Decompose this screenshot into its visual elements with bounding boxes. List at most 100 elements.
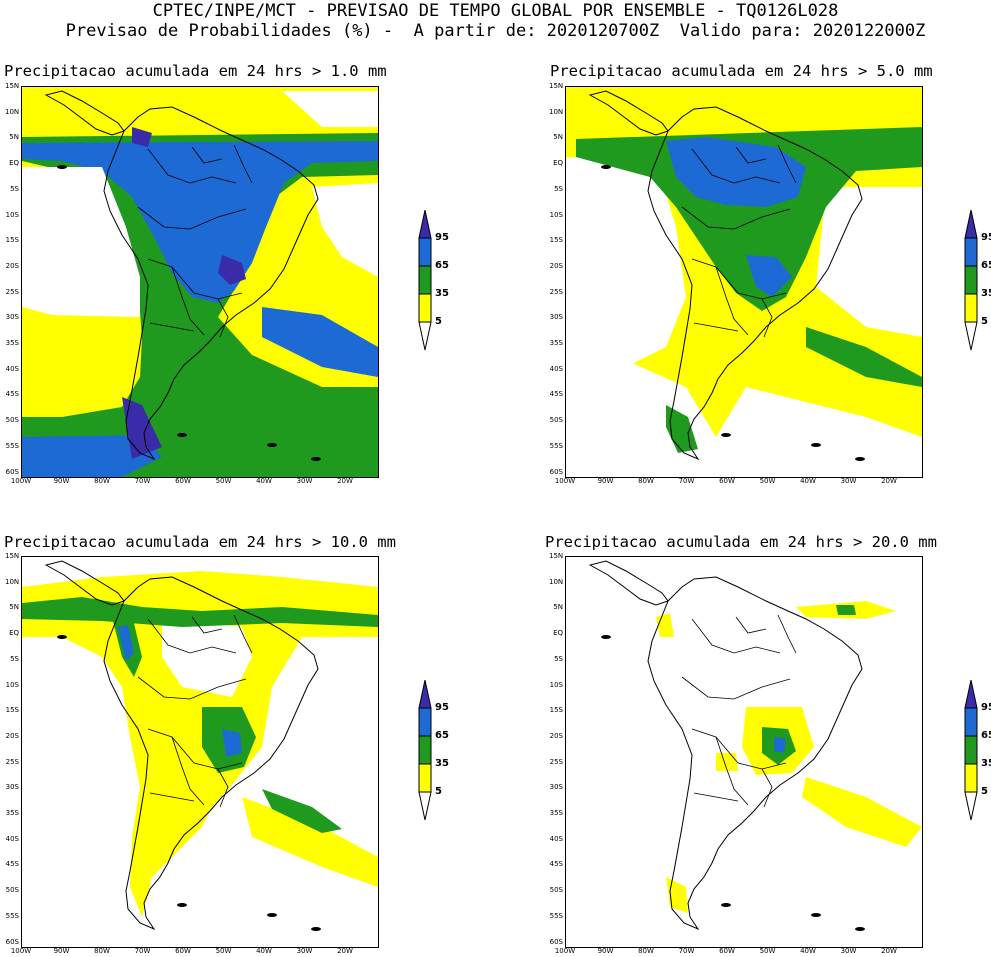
panel-4-probability-field <box>588 560 922 931</box>
latitude-label: 5N <box>553 133 563 142</box>
island <box>855 927 865 931</box>
longitude-label: 60W <box>175 947 191 955</box>
latitude-label: 5S <box>10 184 19 193</box>
latitude-label: 25S <box>5 287 19 296</box>
probability-area-4 <box>716 387 922 477</box>
probability-area-2 <box>566 157 686 367</box>
latitude-label: 35S <box>5 339 19 347</box>
latitude-label: 45S <box>5 390 19 399</box>
country-border <box>147 258 243 300</box>
country-border <box>191 146 223 164</box>
longitude-label: 50W <box>759 947 776 955</box>
latitude-label: 15N <box>549 82 564 90</box>
panel-2-probability-field <box>566 87 922 477</box>
longitude-label: 60W <box>719 947 735 955</box>
colorbar-segment <box>418 763 432 793</box>
latitude-label: 15S <box>549 706 563 715</box>
latitude-label: 55S <box>549 441 563 450</box>
longitude-label: 50W <box>215 947 232 955</box>
country-border <box>171 266 205 336</box>
colorbar-segment <box>418 679 432 709</box>
colorbar-label: 95 <box>435 702 449 713</box>
country-border <box>715 736 749 806</box>
latitude-label: 45S <box>549 390 563 399</box>
panel-3-probability-field <box>22 560 378 931</box>
country-border <box>735 146 767 164</box>
south-america-coastline <box>647 106 863 461</box>
latitude-label: 35S <box>549 339 563 347</box>
probability-area-9 <box>218 255 246 285</box>
country-border <box>681 206 791 230</box>
latitude-label: EQ <box>9 629 19 638</box>
colorbar-label: 5 <box>981 316 988 327</box>
longitude-label: 80W <box>638 947 654 955</box>
country-border <box>137 206 247 230</box>
panel-1-probability-field <box>22 87 378 477</box>
country-border <box>777 144 797 184</box>
colorbar-label: 65 <box>435 260 449 271</box>
latitude-label: 10N <box>5 577 20 586</box>
colorbar-segment <box>418 265 432 295</box>
latitude-label: 15N <box>5 552 20 560</box>
probability-area-1 <box>22 571 378 917</box>
colorbar-label: 65 <box>981 730 991 741</box>
country-border <box>137 676 247 700</box>
latitude-label: 30S <box>549 313 563 322</box>
latitude-label: 25S <box>549 287 563 296</box>
longitude-label: 100W <box>554 477 576 485</box>
longitude-label: 30W <box>840 477 857 485</box>
latitude-label: 60S <box>549 467 563 476</box>
longitude-label: 90W <box>597 477 614 485</box>
colorbar-segment <box>964 735 978 765</box>
probability-area-8 <box>806 327 922 387</box>
latitude-label: 15S <box>549 236 563 245</box>
probability-area-6 <box>282 91 378 127</box>
panel-3-map <box>21 556 379 948</box>
longitude-label: 70W <box>134 947 151 955</box>
country-border <box>735 616 767 634</box>
latitude-label: 45S <box>549 860 563 869</box>
colorbar-label: 5 <box>435 786 442 797</box>
latitude-label: 40S <box>5 834 19 843</box>
colorbar-label: 35 <box>981 288 991 299</box>
country-border <box>691 258 787 300</box>
latitude-label: 60S <box>5 467 19 476</box>
longitude-label: 40W <box>256 947 272 955</box>
south-america-coastline <box>103 576 319 931</box>
country-border <box>217 768 229 808</box>
latitude-label: 30S <box>549 783 563 792</box>
longitude-label: 30W <box>296 947 313 955</box>
latitude-label: 10N <box>5 107 20 116</box>
central-america-coastline <box>588 560 669 606</box>
probability-area-6 <box>118 625 134 661</box>
colorbar-label: 95 <box>435 232 449 243</box>
latitude-label: EQ <box>553 629 563 638</box>
probability-area-8 <box>22 435 162 477</box>
central-america-coastline <box>44 90 125 136</box>
colorbar-label: 95 <box>981 702 991 713</box>
colorbar-segment <box>418 293 432 323</box>
country-border <box>147 148 237 184</box>
colorbar-segment <box>418 791 432 821</box>
longitude-label: 100W <box>554 947 576 955</box>
country-border <box>149 792 195 802</box>
colorbar-segment <box>964 707 978 737</box>
colorbar-segment <box>964 679 978 709</box>
south-america-coastline <box>103 106 319 461</box>
colorbar-label: 5 <box>981 786 988 797</box>
island <box>601 635 611 639</box>
colorbar-segment <box>418 735 432 765</box>
latitude-label: 25S <box>5 757 19 766</box>
colorbar-segment <box>964 791 978 821</box>
country-border <box>761 298 773 338</box>
panel-3-title: Precipitacao acumulada em 24 hrs > 10.0 … <box>4 533 396 551</box>
longitude-label: 20W <box>337 477 353 485</box>
colorbar-segment <box>964 293 978 323</box>
probability-area-11 <box>132 127 152 147</box>
colorbar-segment <box>418 321 432 351</box>
probability-area-7 <box>716 753 738 771</box>
latitude-label: 10N <box>549 107 564 116</box>
island <box>57 635 67 639</box>
longitude-label: 80W <box>638 477 654 485</box>
colorbar-segment <box>964 763 978 793</box>
